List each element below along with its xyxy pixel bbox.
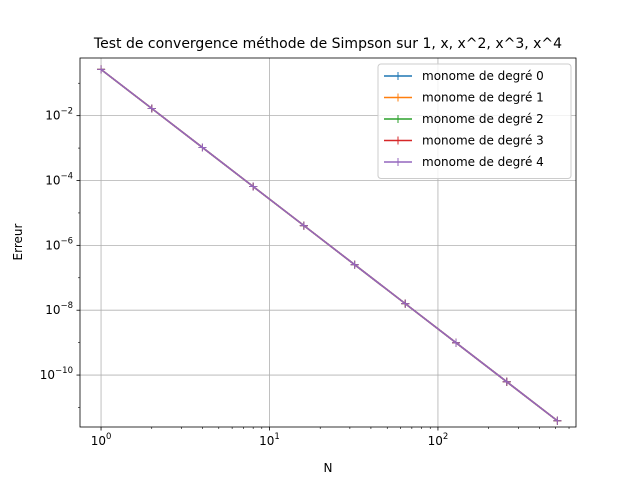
plot-frame: [79, 57, 577, 428]
y-tick-label: 10−4: [45, 172, 73, 188]
legend-marker: [394, 93, 402, 102]
legend-label: monome de degré 3: [422, 134, 544, 148]
chart-title: Test de convergence méthode de Simpson s…: [93, 36, 562, 52]
series-line: [100, 68, 558, 422]
y-tick-label: 10−2: [45, 107, 73, 123]
data-point-marker: [299, 221, 308, 230]
axis-ticks: 100 101 102 10−10 10−8 10−6 10−4 10−2: [40, 82, 570, 448]
legend-box: [377, 63, 572, 179]
x-tick-label: 100: [91, 432, 112, 448]
data-point-marker: [147, 104, 156, 113]
data-point-marker: [350, 260, 359, 269]
legend-label: monome de degré 4: [422, 155, 544, 169]
data-point-marker: [553, 416, 562, 425]
series-lines: [97, 65, 562, 425]
x-axis-label: N: [324, 461, 333, 475]
legend-label: monome de degré 2: [422, 112, 544, 126]
data-point-marker: [452, 338, 461, 347]
x-tick-label: 102: [428, 432, 449, 448]
data-point-marker: [502, 377, 511, 386]
data-point-marker: [198, 143, 207, 152]
legend-marker: [394, 115, 402, 123]
data-point-marker: [401, 299, 410, 308]
data-point-marker: [249, 182, 258, 191]
legend-marker: [394, 136, 402, 145]
y-tick-label: 10−10: [40, 366, 73, 382]
legend: monome de degré 0 monome de degré 1 monome…: [377, 63, 572, 179]
x-tick-label: 101: [259, 432, 280, 448]
legend-marker: [394, 72, 402, 80]
data-point-marker: [97, 65, 106, 74]
y-axis-label: Erreur: [11, 223, 25, 260]
legend-label: monome de degré 0: [422, 69, 544, 83]
y-tick-label: 10−6: [45, 236, 73, 252]
legend-marker: [394, 158, 402, 166]
legend-label: monome de degré 1: [422, 91, 544, 105]
y-tick-label: 10−8: [45, 301, 73, 317]
